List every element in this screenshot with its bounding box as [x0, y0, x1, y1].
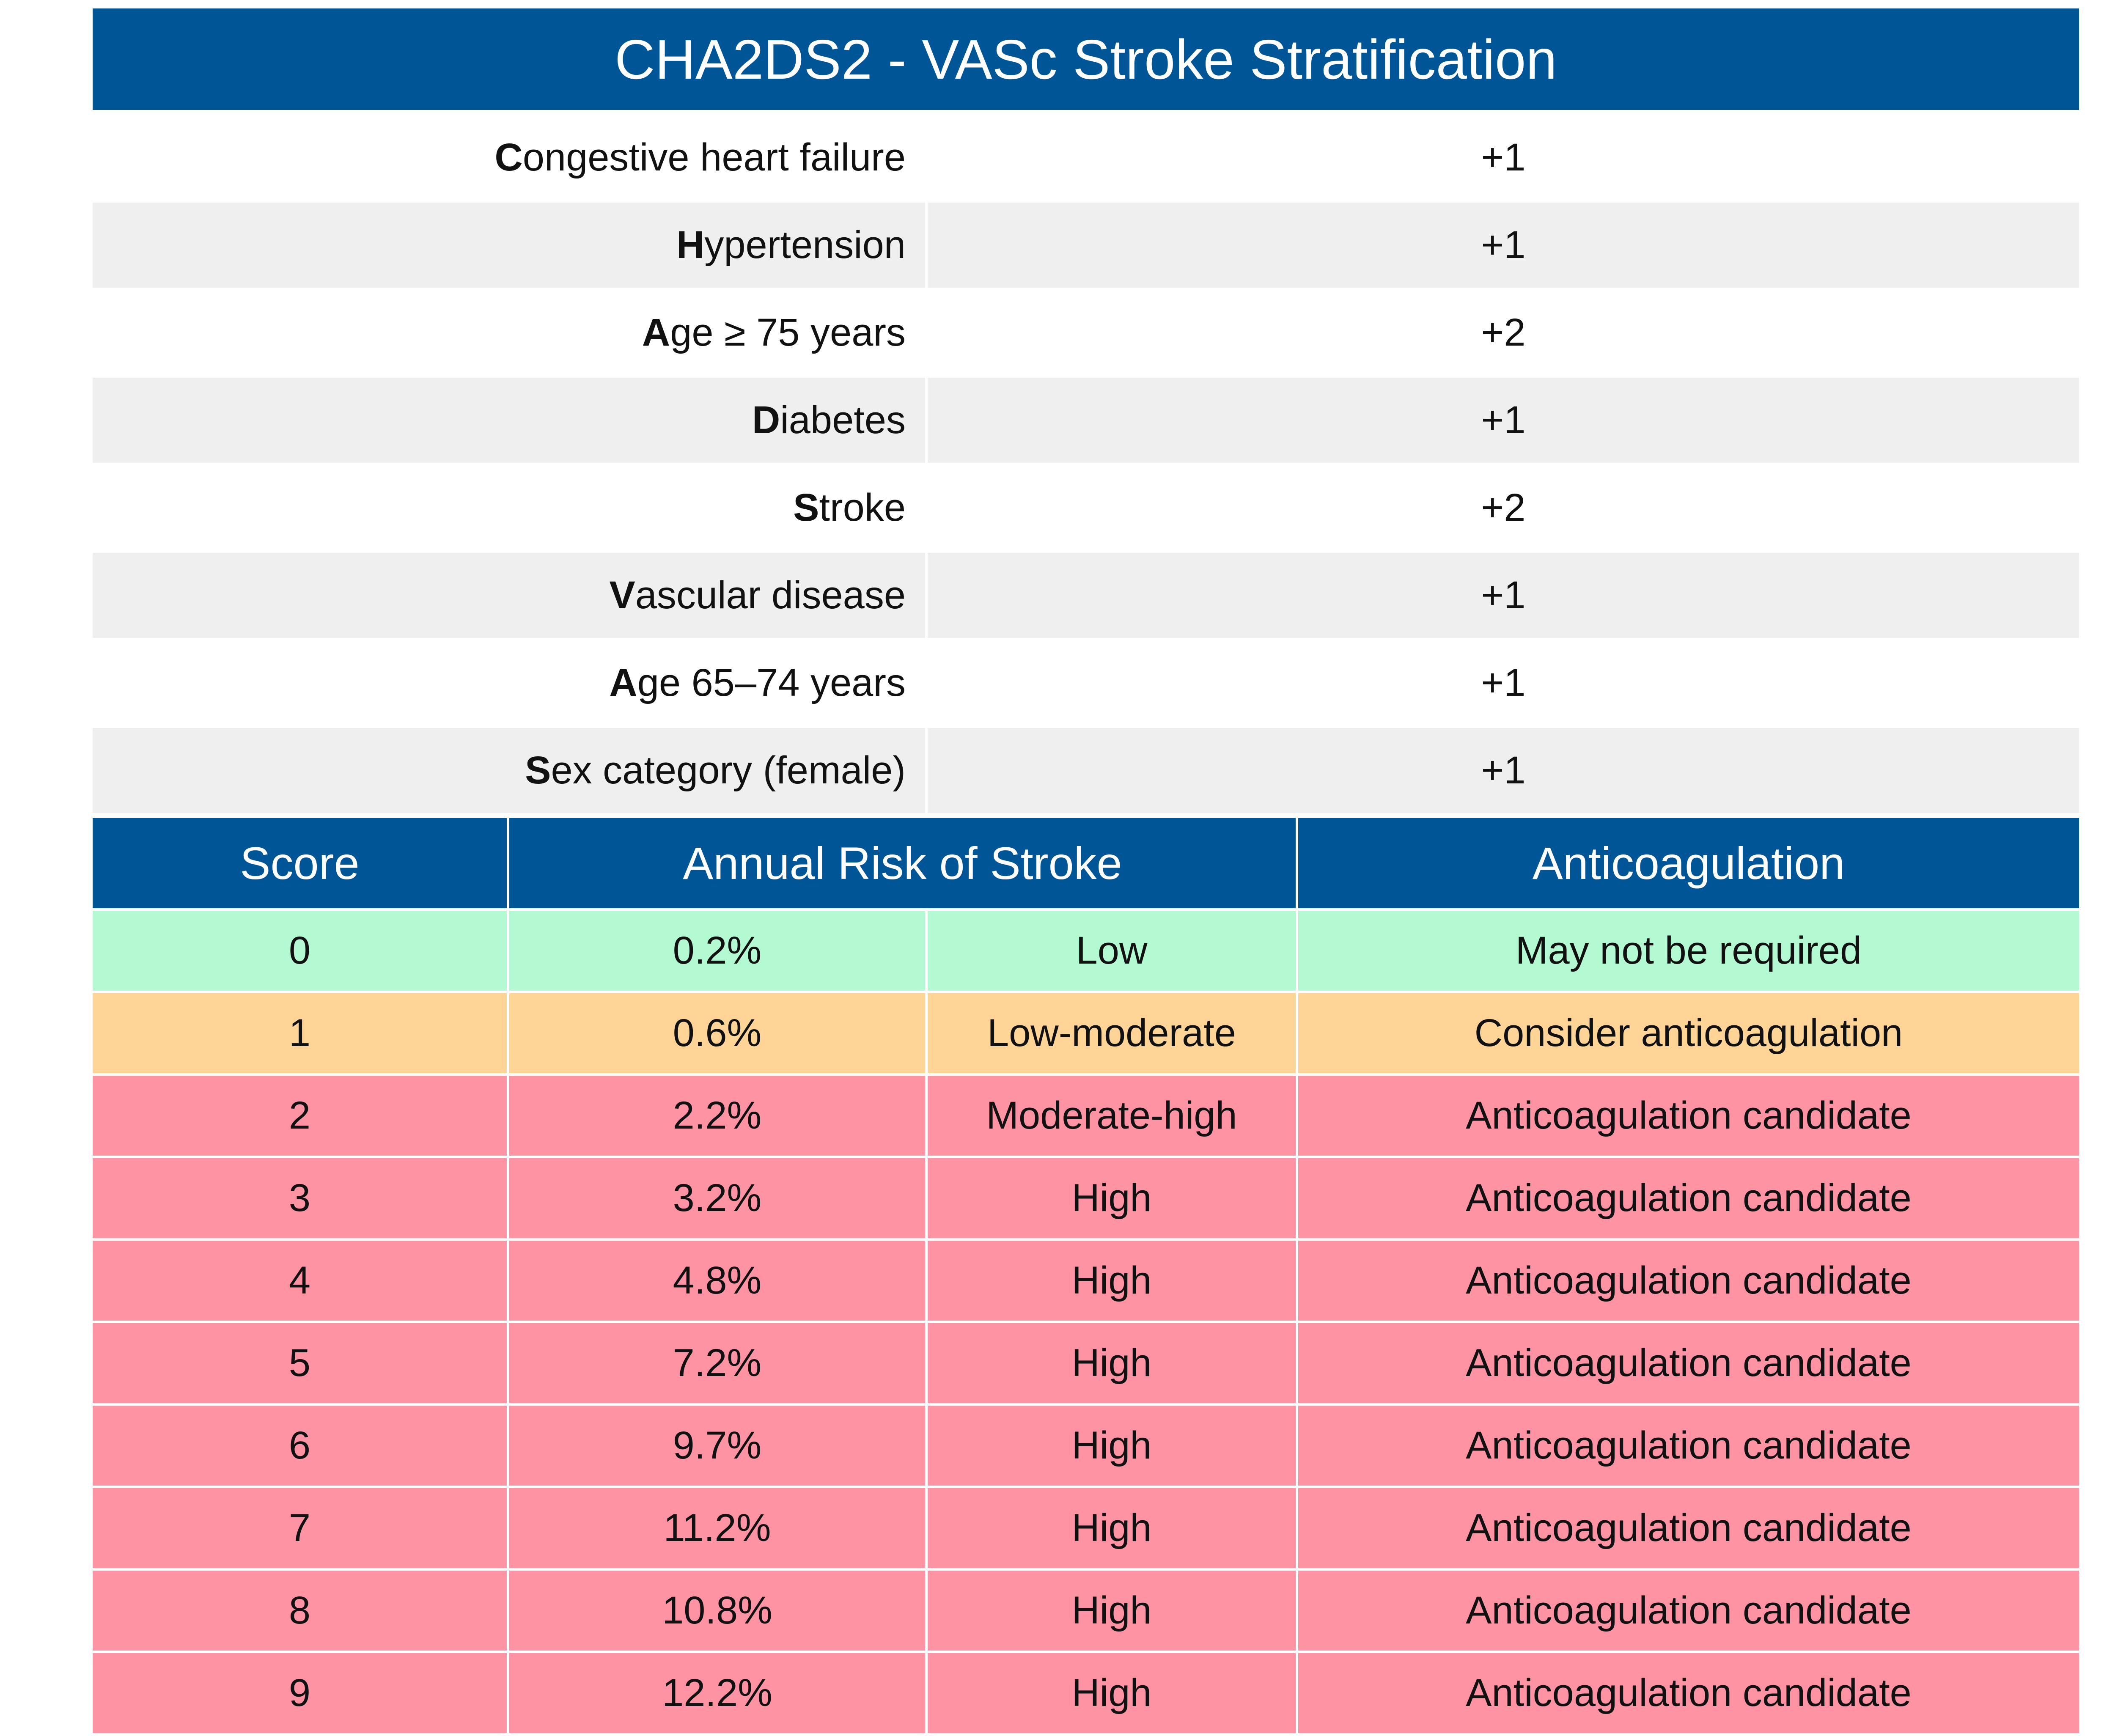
- criterion-points: +1: [926, 375, 2079, 465]
- risk-percent-cell: 2.2%: [507, 1073, 928, 1158]
- risk-row: 0 0.2% Low May not be required: [93, 908, 2079, 993]
- risk-level-cell: High: [925, 1403, 1298, 1488]
- score-cell: 1: [93, 991, 509, 1076]
- criterion-label: Diabetes: [93, 375, 928, 465]
- risk-row: 2 2.2% Moderate-high Anticoagulation can…: [93, 1073, 2079, 1158]
- page-title: CHA2DS2 - VASc Stroke Stratification: [93, 8, 2079, 113]
- risk-row: 4 4.8% High Anticoagulation candidate: [93, 1238, 2079, 1323]
- risk-percent-cell: 3.2%: [507, 1156, 928, 1241]
- risk-percent-cell: 0.2%: [507, 908, 928, 993]
- criterion-points: +2: [926, 288, 2079, 378]
- risk-row: 7 11.2% High Anticoagulation candidate: [93, 1486, 2079, 1571]
- criterion-initial: H: [676, 223, 705, 266]
- criterion-text: iabetes: [780, 398, 906, 442]
- criterion-text: ongestive heart failure: [522, 136, 906, 179]
- risk-header-row: Score Annual Risk of Stroke Anticoagulat…: [93, 816, 2079, 911]
- score-cell: 2: [93, 1073, 509, 1158]
- score-cell: 5: [93, 1321, 509, 1406]
- criterion-initial: D: [752, 398, 780, 442]
- risk-percent-cell: 0.6%: [507, 991, 928, 1076]
- criterion-initial: A: [609, 661, 637, 704]
- criteria-row: Congestive heart failure +1: [93, 113, 2079, 203]
- criteria-row: Age 65–74 years +1: [93, 638, 2079, 728]
- recommendation-cell: May not be required: [1296, 908, 2079, 993]
- criteria-row: Diabetes +1: [93, 375, 2079, 465]
- risk-row: 1 0.6% Low-moderate Consider anticoagula…: [93, 991, 2079, 1076]
- criterion-label: Sex category (female): [93, 725, 928, 816]
- criterion-points: +1: [926, 113, 2079, 203]
- score-column-header: Score: [93, 816, 509, 911]
- score-cell: 0: [93, 908, 509, 993]
- recommendation-cell: Anticoagulation candidate: [1296, 1403, 2079, 1488]
- criterion-label: Age 65–74 years: [93, 638, 928, 728]
- risk-level-cell: High: [925, 1651, 1298, 1736]
- recommendation-cell: Anticoagulation candidate: [1296, 1651, 2079, 1736]
- risk-percent-cell: 4.8%: [507, 1238, 928, 1323]
- criterion-points: +1: [926, 550, 2079, 640]
- criterion-label: Stroke: [93, 463, 928, 553]
- recommendation-cell: Anticoagulation candidate: [1296, 1321, 2079, 1406]
- criteria-row: Hypertension +1: [93, 200, 2079, 290]
- risk-row: 8 10.8% High Anticoagulation candidate: [93, 1568, 2079, 1653]
- recommendation-cell: Anticoagulation candidate: [1296, 1486, 2079, 1571]
- risk-row: 3 3.2% High Anticoagulation candidate: [93, 1156, 2079, 1241]
- recommendation-cell: Anticoagulation candidate: [1296, 1238, 2079, 1323]
- criterion-label: Hypertension: [93, 200, 928, 290]
- score-cell: 8: [93, 1568, 509, 1653]
- score-cell: 6: [93, 1403, 509, 1488]
- recommendation-cell: Anticoagulation candidate: [1296, 1568, 2079, 1653]
- risk-percent-cell: 7.2%: [507, 1321, 928, 1406]
- criterion-text: ypertension: [704, 223, 906, 266]
- criterion-initial: A: [642, 311, 670, 354]
- risk-level-cell: Low-moderate: [925, 991, 1298, 1076]
- score-cell: 3: [93, 1156, 509, 1241]
- risk-level-cell: High: [925, 1238, 1298, 1323]
- score-cell: 7: [93, 1486, 509, 1571]
- criterion-initial: S: [793, 486, 819, 529]
- criterion-points: +1: [926, 725, 2079, 816]
- criteria-table: Congestive heart failure +1 Hypertension…: [93, 113, 2079, 816]
- criterion-text: ge ≥ 75 years: [670, 311, 906, 354]
- criteria-row: Age ≥ 75 years +2: [93, 288, 2079, 378]
- anticoagulation-column-header: Anticoagulation: [1296, 816, 2079, 911]
- criterion-label: Vascular disease: [93, 550, 928, 640]
- criterion-text: ascular disease: [635, 574, 906, 617]
- criterion-text: ex category (female): [551, 749, 906, 792]
- recommendation-cell: Anticoagulation candidate: [1296, 1156, 2079, 1241]
- risk-percent-cell: 9.7%: [507, 1403, 928, 1488]
- criterion-initial: V: [609, 574, 635, 617]
- risk-level-cell: High: [925, 1321, 1298, 1406]
- risk-row: 6 9.7% High Anticoagulation candidate: [93, 1403, 2079, 1488]
- criterion-points: +1: [926, 200, 2079, 290]
- risk-table: Score Annual Risk of Stroke Anticoagulat…: [93, 816, 2079, 1736]
- criteria-row: Vascular disease +1: [93, 550, 2079, 640]
- risk-percent-cell: 12.2%: [507, 1651, 928, 1736]
- recommendation-cell: Consider anticoagulation: [1296, 991, 2079, 1076]
- stroke-stratification-table: CHA2DS2 - VASc Stroke Stratification Con…: [93, 8, 2079, 1736]
- criterion-text: ge 65–74 years: [637, 661, 906, 704]
- risk-percent-cell: 10.8%: [507, 1568, 928, 1653]
- recommendation-cell: Anticoagulation candidate: [1296, 1073, 2079, 1158]
- risk-percent-cell: 11.2%: [507, 1486, 928, 1571]
- risk-row: 5 7.2% High Anticoagulation candidate: [93, 1321, 2079, 1406]
- annual-risk-column-header: Annual Risk of Stroke: [507, 816, 1298, 911]
- risk-level-cell: High: [925, 1156, 1298, 1241]
- risk-level-cell: High: [925, 1486, 1298, 1571]
- criteria-row: Sex category (female) +1: [93, 725, 2079, 816]
- criterion-text: troke: [819, 486, 906, 529]
- criterion-label: Congestive heart failure: [93, 113, 928, 203]
- criterion-points: +2: [926, 463, 2079, 553]
- criterion-initial: C: [494, 136, 523, 179]
- risk-level-cell: High: [925, 1568, 1298, 1653]
- criteria-row: Stroke +2: [93, 463, 2079, 553]
- score-cell: 4: [93, 1238, 509, 1323]
- risk-row: 9 12.2% High Anticoagulation candidate: [93, 1651, 2079, 1736]
- criterion-points: +1: [926, 638, 2079, 728]
- criterion-label: Age ≥ 75 years: [93, 288, 928, 378]
- score-cell: 9: [93, 1651, 509, 1736]
- criterion-initial: S: [525, 749, 551, 792]
- risk-level-cell: Low: [925, 908, 1298, 993]
- risk-level-cell: Moderate-high: [925, 1073, 1298, 1158]
